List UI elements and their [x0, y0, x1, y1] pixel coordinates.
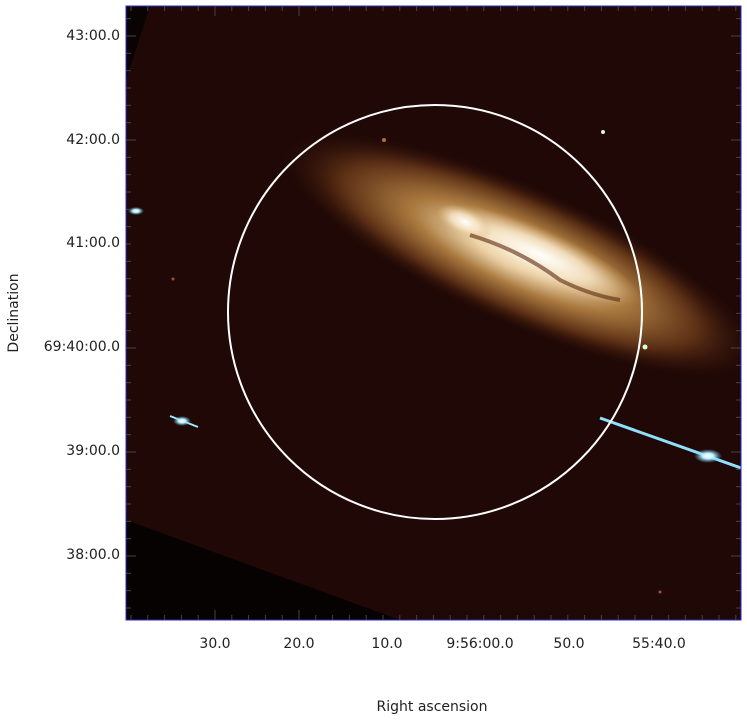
x-tick-label: 10.0 — [371, 636, 402, 652]
y-tick-label: 43:00.0 — [66, 28, 120, 44]
x-tick-label: 9:56:00.0 — [446, 636, 513, 652]
x-tick-label: 30.0 — [199, 636, 230, 652]
y-tick-label: 38:00.0 — [66, 547, 120, 563]
y-tick-label: 39:00.0 — [66, 443, 120, 459]
x-tick-label: 50.0 — [553, 636, 584, 652]
ticks — [126, 6, 741, 620]
y-tick-label: 41:00.0 — [66, 235, 120, 251]
y-tick-label: 69:40:00.0 — [44, 339, 120, 355]
x-tick-label: 20.0 — [283, 636, 314, 652]
x-axis-label: Right ascension — [377, 699, 488, 715]
y-tick-label: 42:00.0 — [66, 132, 120, 148]
region-circle — [227, 104, 643, 520]
x-tick-label: 55:40.0 — [632, 636, 686, 652]
image — [126, 6, 741, 620]
y-axis-label: Declination — [6, 273, 22, 352]
